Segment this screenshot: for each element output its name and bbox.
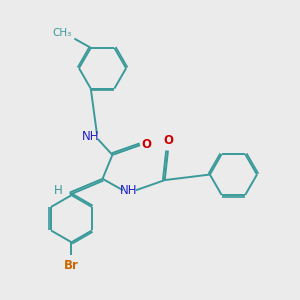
Text: O: O — [164, 134, 174, 147]
Text: Br: Br — [64, 259, 79, 272]
Text: NH: NH — [120, 184, 137, 197]
Text: CH₃: CH₃ — [52, 28, 72, 38]
Text: H: H — [54, 184, 63, 197]
Text: NH: NH — [82, 130, 100, 143]
Text: O: O — [142, 138, 152, 151]
